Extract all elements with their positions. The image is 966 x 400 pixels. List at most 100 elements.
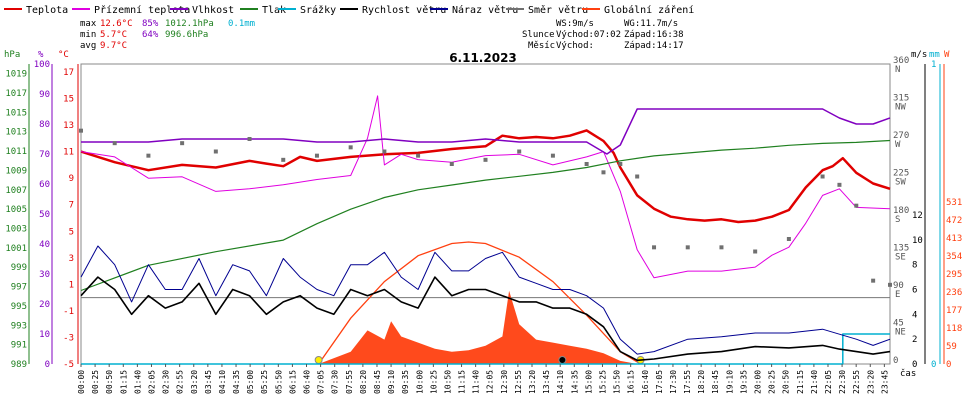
wind-dir-point [685,245,690,250]
x-tick-label: 04:10 [218,370,227,394]
pressure-tick: 997 [11,283,27,293]
x-tick-label: 03:45 [204,370,213,394]
wind-dir-tick: 0 [893,356,898,366]
humidity-tick: 90 [39,90,50,100]
x-tick-label: 00:00 [77,370,86,394]
temperature-tick: 3 [69,254,74,264]
temperature-tick: -5 [63,360,74,370]
wind-dir-point [449,162,454,166]
pressure-tick: 989 [11,360,27,370]
wind-dir-point [112,141,117,146]
wind-dir-label: N [895,65,900,75]
pressure-tick: 1005 [5,205,27,215]
pressure-tick: 1017 [5,89,27,99]
x-axis: 00:00 00:25 00:50 01:15 01:40 02:05 02:30 02:55… [77,364,889,394]
radiation-tick: 295 [946,270,962,280]
wind-dir-point [871,278,876,283]
stats-max-rain: 0.1mm [228,19,255,29]
x-tick-label: 22:55 [852,370,861,394]
wind-dir-point [820,174,825,179]
moon-set: Západ:14:17 [624,41,684,51]
pressure-tick: 1003 [5,225,27,235]
x-tick-label: 13:20 [528,370,537,394]
unit-w: W [944,50,950,60]
legend-label: Tlak [262,5,286,16]
wind-speed-tick: 2 [912,335,917,345]
x-tick-label: 00:50 [105,370,114,394]
x-tick-label: 18:20 [697,370,706,394]
x-tick-label: 09:10 [387,370,396,394]
pressure-tick: 1011 [5,147,27,157]
humidity-tick: 0 [45,360,50,370]
x-tick-label: 21:40 [810,370,819,394]
unit-hpa: hPa [4,50,20,60]
sun-set: Západ:16:38 [624,30,684,40]
series-teplota [80,129,891,224]
wind-dir-tick: 225 [893,169,909,179]
series-rychlost-vetru [80,276,891,362]
wind-dir-point [247,137,252,141]
wind-dir-label: SW [895,178,906,188]
wind-speed-tick: 10 [912,236,923,246]
humidity-tick: 70 [39,150,50,160]
series-globalni-zareni-area [318,290,638,364]
x-tick-label: 08:45 [373,370,382,394]
series-smer-vetru [79,128,892,287]
x-tick-label: 12:55 [514,370,523,394]
wind-dir-point [382,149,387,154]
x-tick-label: 03:20 [190,370,199,394]
rain-tick: 1 [931,60,936,70]
stats-min-label: min [80,30,96,40]
x-tick-label: 06:40 [303,370,312,394]
legend-item: Rychlost větru [340,4,446,16]
stats-avg-temp: 9.7°C [100,41,127,51]
legend-label: Přízemní teplota [94,4,190,16]
series-prizemni-teplota [80,95,891,279]
x-tick-label: 11:15 [458,370,467,394]
wind-dir-point [652,245,657,250]
legend-label: Rychlost větru [362,4,446,16]
x-tick-label: 10:00 [415,370,424,394]
temperature-tick: 7 [69,201,74,211]
legend-label: Náraz větru [452,4,518,16]
wind-dir-point [483,157,488,162]
wind-dir-tick: 45 [893,319,904,329]
x-tick-label: 10:50 [443,370,452,394]
wind-dir-tick: 135 [893,244,909,254]
axis-ticks: 9899919939959979991001100310051007100910… [5,56,962,370]
stats-max-hum: 85% [142,19,159,29]
x-tick-label: 01:15 [119,370,128,394]
wind-dir-label: NW [895,103,906,113]
x-tick-label: 17:30 [669,370,678,394]
x-tick-label: 14:35 [570,370,579,394]
wind-dir-label: S [895,215,900,225]
moon-rise: Východ: [556,41,594,51]
radiation-tick: 413 [946,234,962,244]
wind-dir-tick: 90 [893,281,904,291]
wind-dir-point [837,182,842,187]
pressure-tick: 993 [11,321,27,331]
x-tick-label: 07:55 [345,370,354,394]
series-globalni-zareni-clear-sky [318,241,641,365]
sun-moon-info: WS:9m/s WG:11.7m/s Slunce Východ:07:02 Z… [522,19,684,51]
wind-dir-point [314,153,319,158]
unit-pct: % [38,50,44,60]
x-tick-label: 20:50 [782,370,791,394]
x-tick-label: 22:30 [838,370,847,394]
x-tick-label: 17:55 [683,370,692,394]
pressure-tick: 1019 [5,70,27,80]
wind-dir-point [416,153,421,158]
x-tick-label: 14:10 [556,370,565,394]
series-vlhkost [81,108,891,155]
series-naraz-vetru [80,245,891,355]
temperature-tick: 1 [69,280,74,290]
series-tlak [80,139,891,292]
wind-dir-label: E [895,290,900,300]
humidity-tick: 10 [39,330,50,340]
x-tick-label: 15:50 [613,370,622,394]
pressure-tick: 1007 [5,186,27,196]
x-tick-label: 01:40 [133,370,142,394]
pressure-tick: 1009 [5,166,27,176]
x-tick-label: 23:45 [880,370,889,394]
temperature-tick: -3 [63,333,74,343]
